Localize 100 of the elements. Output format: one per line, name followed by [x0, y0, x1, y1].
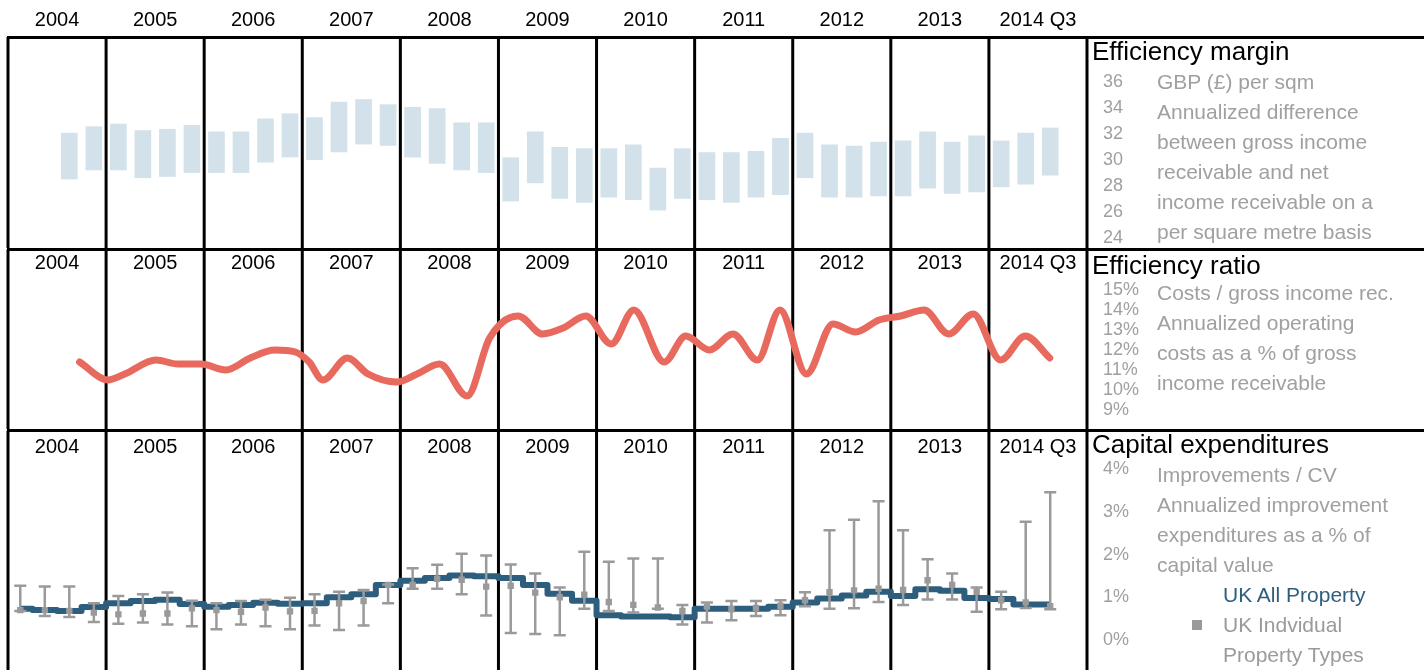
y-tick-label: 11%	[1103, 358, 1138, 379]
text: Capital expenditures	[1092, 429, 1330, 459]
bar	[943, 141, 961, 194]
bar	[551, 147, 569, 199]
bar	[134, 130, 152, 179]
x-tick-label: 2009	[525, 7, 570, 30]
y-tick-label: 1%	[1103, 586, 1130, 607]
bar	[110, 123, 127, 171]
x-tick-label: 2008	[427, 7, 472, 30]
y-tick-label: 9%	[1103, 398, 1130, 419]
bar	[870, 141, 887, 197]
bar	[1017, 132, 1035, 185]
text: Efficiency ratio	[1092, 250, 1261, 280]
x-tick-label: 2007	[329, 435, 374, 458]
y-tick-label: 10%	[1103, 378, 1140, 399]
x-tick-label: 2006	[230, 7, 276, 30]
bar	[183, 125, 201, 173]
x-tick-label: 2006	[230, 435, 276, 458]
bar	[723, 152, 740, 203]
y-tick-label: 14%	[1103, 298, 1140, 319]
x-tick-label: 2007	[329, 7, 374, 30]
y-tick-label: 28	[1103, 174, 1124, 195]
text: Annualized improvement expenditures as a % of capital value	[1157, 492, 1390, 578]
y-tick-label: 24	[1103, 226, 1124, 247]
x-tick-label: 2005	[132, 435, 178, 458]
bar	[502, 157, 520, 202]
y-tick-label: 15%	[1103, 278, 1140, 299]
bar	[845, 145, 863, 198]
x-tick-label: 2005	[132, 7, 178, 30]
bar	[306, 117, 323, 160]
y-axis-title: GBP (£) per sqm	[1157, 69, 1316, 95]
x-tick-label: 2006	[230, 250, 276, 273]
y-tick-label: 26	[1103, 200, 1124, 221]
text: UK All Property	[1223, 582, 1366, 608]
bar	[894, 140, 912, 197]
bar	[772, 137, 789, 195]
bar	[330, 101, 348, 153]
x-tick-label: 2014 Q3	[999, 7, 1077, 30]
bar	[1041, 127, 1059, 176]
y-tick-label: 0%	[1103, 628, 1130, 649]
x-tick-label: 2013	[917, 7, 963, 30]
y-axis-title: Costs / gross income rec.	[1157, 281, 1394, 304]
x-tick-label: 2005	[132, 250, 178, 273]
bar	[85, 126, 103, 171]
y-tick-label: 12%	[1103, 338, 1140, 359]
y-tick-label: 13%	[1103, 318, 1140, 339]
x-tick-label: 2012	[819, 7, 865, 30]
x-tick-label: 2011	[722, 435, 766, 458]
bar	[821, 144, 838, 198]
bar	[232, 131, 250, 173]
x-tick-label: 2010	[623, 435, 668, 458]
y-tick-label: 34	[1103, 97, 1124, 118]
x-tick-label: 2004	[34, 250, 80, 273]
text: Annualized difference between gross income receivable and net income receivable on a per square metre basis	[1157, 99, 1374, 245]
x-tick-label: 2013	[917, 250, 963, 273]
x-tick-label: 2008	[427, 435, 472, 458]
bar	[355, 99, 372, 145]
x-tick-label: 2011	[722, 7, 766, 30]
x-tick-label: 2014 Q3	[999, 435, 1077, 458]
bar	[428, 108, 446, 164]
bar	[624, 144, 642, 201]
text: Efficiency margin	[1092, 36, 1290, 66]
x-tick-label: 2004	[34, 435, 80, 458]
bar	[600, 148, 618, 198]
y-tick-label: 30	[1103, 148, 1124, 169]
x-tick-label: 2010	[623, 250, 668, 273]
bar	[404, 106, 421, 158]
y-axis-title: Improvements / CV	[1157, 462, 1338, 488]
y-tick-label: 4%	[1103, 458, 1130, 479]
x-tick-label: 2012	[819, 435, 865, 458]
bar	[60, 132, 78, 180]
x-tick-label: 2007	[329, 250, 374, 273]
bar	[747, 150, 765, 198]
bar	[379, 104, 397, 146]
x-tick-label: 2010	[623, 7, 668, 30]
x-tick-label: 2009	[525, 250, 570, 273]
bar	[674, 148, 691, 199]
y-tick-label: 2%	[1103, 543, 1130, 564]
y-tick-label: 36	[1103, 71, 1124, 92]
bar	[919, 131, 936, 189]
y-tick-label: 32	[1103, 123, 1124, 144]
x-tick-label: 2008	[427, 250, 472, 273]
bar	[575, 148, 593, 203]
bar	[796, 132, 814, 179]
bar	[159, 128, 176, 177]
x-tick-label: 2009	[525, 435, 570, 458]
y-tick-label: 3%	[1103, 500, 1130, 521]
bar	[257, 118, 274, 163]
bar	[992, 140, 1010, 188]
bar	[208, 131, 225, 173]
x-tick-label: 2012	[819, 250, 865, 273]
x-tick-label: 2004	[34, 7, 80, 30]
bar	[281, 113, 299, 158]
legend-label: UK Indvidual Property Types	[1223, 612, 1365, 668]
bar	[453, 122, 471, 171]
bar	[698, 152, 716, 201]
x-tick-label: 2011	[722, 250, 766, 273]
bar	[477, 122, 495, 173]
bar	[649, 167, 667, 211]
text: Annualized operating costs as a % of gross income receivable	[1157, 310, 1358, 396]
